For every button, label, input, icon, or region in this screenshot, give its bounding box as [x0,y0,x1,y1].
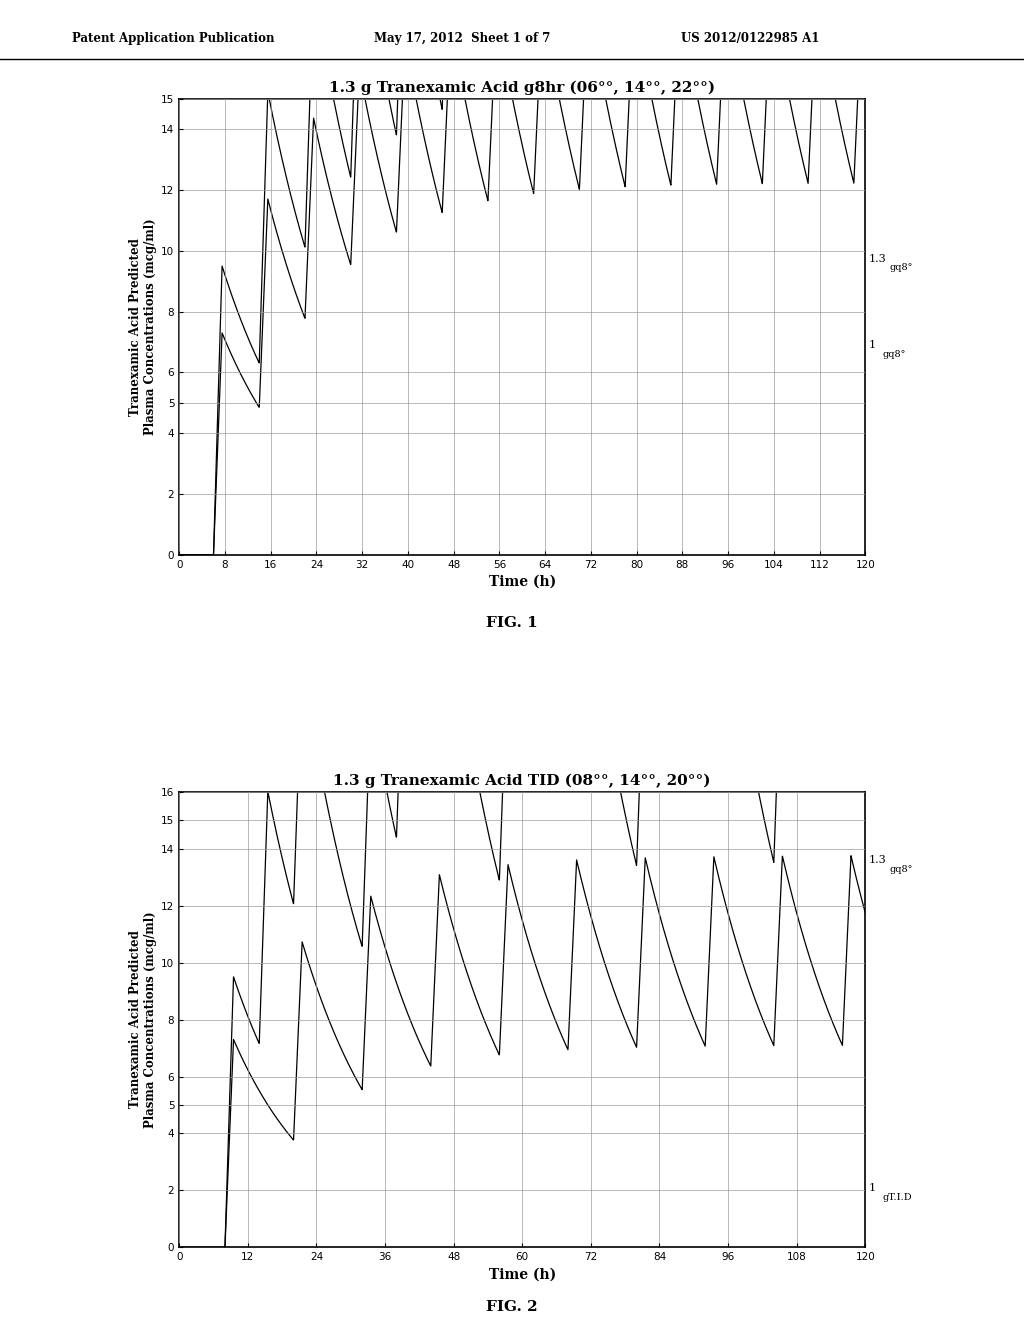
Text: FIG. 2: FIG. 2 [486,1300,538,1313]
Text: Patent Application Publication: Patent Application Publication [72,32,274,45]
Y-axis label: Tranexamic Acid Predicted
Plasma Concentrations (mcg/ml): Tranexamic Acid Predicted Plasma Concent… [129,219,157,436]
Text: gq8°: gq8° [889,263,912,272]
Text: gq8°: gq8° [883,350,906,359]
Text: 1: 1 [868,341,876,350]
X-axis label: Time (h): Time (h) [488,576,556,589]
Text: May 17, 2012  Sheet 1 of 7: May 17, 2012 Sheet 1 of 7 [374,32,550,45]
Text: 1.3: 1.3 [868,855,887,865]
Text: 1.3: 1.3 [868,253,887,264]
Title: 1.3 g Tranexamic Acid g8hr (06°°, 14°°, 22°°): 1.3 g Tranexamic Acid g8hr (06°°, 14°°, … [329,81,716,95]
Text: 1: 1 [868,1183,876,1193]
Text: US 2012/0122985 A1: US 2012/0122985 A1 [681,32,819,45]
Y-axis label: Tranexamic Acid Predicted
Plasma Concentrations (mcg/ml): Tranexamic Acid Predicted Plasma Concent… [129,911,157,1127]
Text: gT.I.D: gT.I.D [883,1193,912,1201]
X-axis label: Time (h): Time (h) [488,1267,556,1282]
Title: 1.3 g Tranexamic Acid TID (08°°, 14°°, 20°°): 1.3 g Tranexamic Acid TID (08°°, 14°°, 2… [334,774,711,788]
Text: FIG. 1: FIG. 1 [486,616,538,631]
Text: gq8°: gq8° [889,865,912,874]
